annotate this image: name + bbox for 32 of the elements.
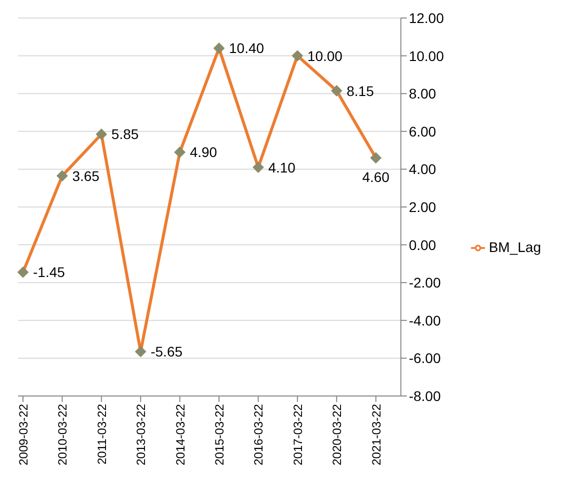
data-label: -5.65 — [150, 344, 183, 360]
y-tick-label: 4.00 — [408, 161, 436, 178]
x-tick-label: 2020-03-22 — [330, 404, 344, 466]
y-tick-label: -8.00 — [408, 388, 441, 404]
data-label: 5.85 — [111, 126, 139, 142]
y-tick-label: 2.00 — [408, 198, 436, 215]
x-tick-label: 2017-03-22 — [290, 404, 305, 466]
x-tick-label: 2009-03-22 — [16, 404, 31, 466]
data-label: -1.45 — [33, 264, 66, 280]
legend-label: BM_Lag — [488, 238, 541, 255]
y-tick-label: 6.00 — [408, 123, 436, 140]
y-tick-label: 0.00 — [408, 236, 436, 253]
data-label: 4.10 — [268, 159, 296, 176]
data-label: 8.15 — [346, 82, 374, 99]
data-label: 4.90 — [190, 144, 218, 160]
x-tick-label: 2016-03-22 — [252, 404, 266, 466]
x-tick-label: 2015-03-22 — [212, 404, 227, 466]
x-tick-label: 2013-03-22 — [134, 404, 148, 466]
y-tick-label: 10.00 — [408, 48, 444, 64]
x-tick-label: 2014-03-22 — [173, 404, 188, 466]
y-tick-label: 12.00 — [408, 10, 444, 26]
y-tick-label: -4.00 — [408, 312, 441, 328]
x-tick-label: 2010-03-22 — [56, 404, 70, 466]
data-label: 4.60 — [362, 168, 390, 185]
y-tick-label: -2.00 — [408, 274, 441, 291]
x-tick-label: 2021-03-22 — [369, 404, 384, 466]
y-tick-label: 8.00 — [408, 86, 436, 102]
data-label: 10.40 — [229, 40, 264, 56]
x-tick-label: 2011-03-22 — [94, 404, 109, 464]
data-label: 3.65 — [72, 168, 100, 184]
data-label: 10.00 — [307, 48, 343, 64]
y-tick-label: -6.00 — [408, 350, 441, 366]
